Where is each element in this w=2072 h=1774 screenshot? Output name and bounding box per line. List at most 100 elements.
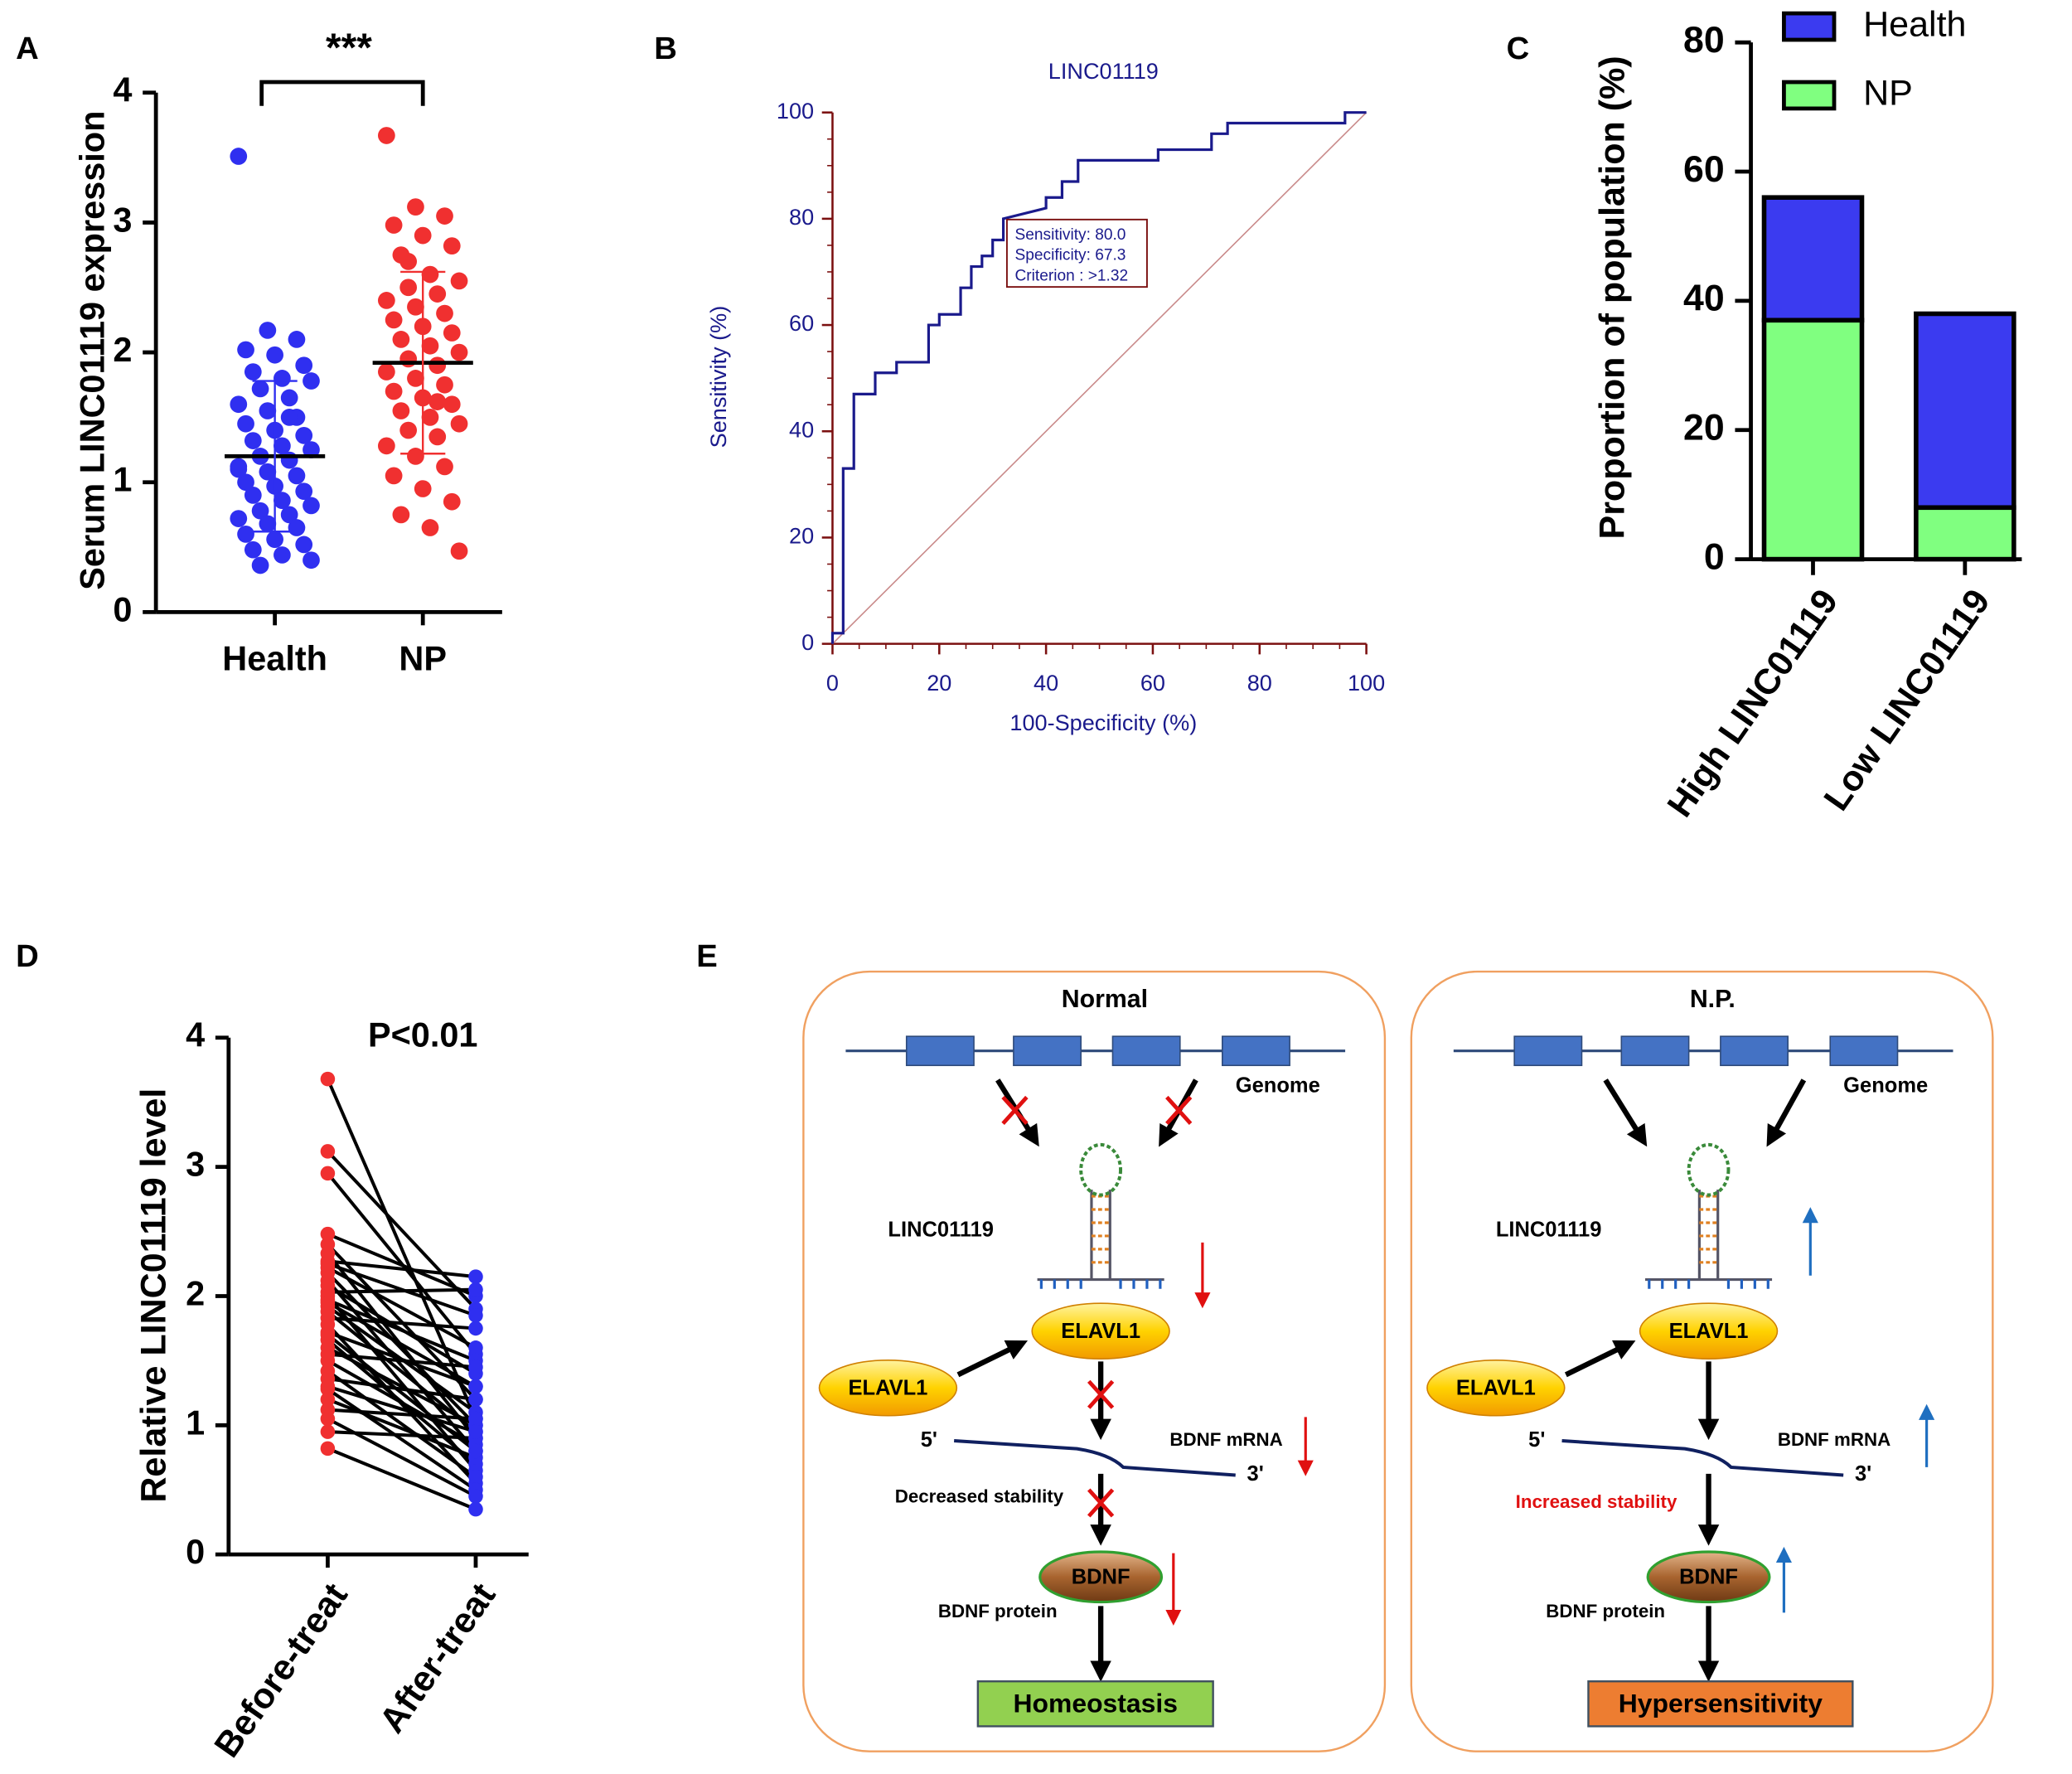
- x-tick-label: 60: [1140, 670, 1165, 696]
- pair-line: [327, 1346, 477, 1427]
- point: [303, 497, 320, 515]
- block-mark: [1087, 1488, 1115, 1518]
- point: [468, 1443, 483, 1459]
- point: [468, 1392, 483, 1407]
- point: [468, 1321, 483, 1336]
- y-tick-label: 80: [789, 204, 814, 230]
- pair-line: [327, 1333, 477, 1453]
- y-tick-label: 20: [1683, 408, 1725, 448]
- point: [288, 519, 306, 536]
- panel-label: E: [696, 938, 718, 974]
- pair-line: [327, 1301, 477, 1389]
- y-tick-label: 100: [777, 98, 814, 124]
- point: [274, 546, 291, 564]
- point: [468, 1282, 483, 1297]
- point: [450, 343, 468, 361]
- protein: [1426, 1359, 1566, 1417]
- legend-label: NP: [1863, 73, 1913, 113]
- protein-label: ELAVL1: [848, 1377, 927, 1400]
- point: [259, 515, 277, 533]
- point: [320, 1071, 336, 1087]
- point: [230, 460, 248, 478]
- y-tick-label: 0: [801, 629, 814, 655]
- pair-line: [326, 1150, 477, 1311]
- exon: [1829, 1035, 1899, 1067]
- lnc-label: LINC01119: [1496, 1218, 1602, 1241]
- exon: [1620, 1035, 1690, 1067]
- sd-bar: [400, 270, 446, 455]
- point: [266, 531, 283, 549]
- point: [399, 279, 418, 297]
- genome-label: Genome: [1843, 1074, 1928, 1097]
- y-tick-label: 0: [113, 589, 132, 628]
- sd-bar: [252, 380, 298, 533]
- point: [443, 492, 461, 511]
- point: [421, 337, 439, 355]
- point: [468, 1489, 483, 1504]
- y-axis-label: Proportion of population (%): [1593, 56, 1633, 539]
- point: [280, 389, 298, 407]
- lnc-label: LINC01119: [888, 1218, 994, 1241]
- point: [320, 1353, 336, 1369]
- panel-label: D: [16, 938, 39, 974]
- y-axis-label: Sensitivity (%): [705, 306, 731, 448]
- point: [385, 467, 403, 485]
- pair-line: [327, 1266, 477, 1350]
- pair-line: [327, 1447, 477, 1511]
- point: [428, 356, 447, 375]
- protein: [1031, 1302, 1170, 1360]
- rna-loop: [1079, 1142, 1123, 1197]
- mrna-end: 5': [921, 1428, 937, 1452]
- annotation: P<0.01: [368, 1015, 478, 1054]
- point: [377, 437, 395, 455]
- point: [450, 542, 468, 560]
- y-tick-label: 40: [1683, 279, 1725, 319]
- protein-label: ELAVL1: [1061, 1320, 1140, 1343]
- exon: [1720, 1035, 1789, 1067]
- point: [251, 556, 269, 574]
- x-tick-label: 80: [1247, 670, 1272, 696]
- point: [392, 506, 410, 524]
- point: [436, 458, 453, 476]
- exon: [1013, 1035, 1082, 1067]
- panel-label: C: [1507, 31, 1530, 66]
- point: [251, 380, 269, 398]
- pair-line: [326, 1078, 477, 1420]
- x-tick-label: 40: [1034, 670, 1058, 696]
- pair-line: [327, 1430, 477, 1440]
- point: [303, 372, 320, 390]
- point: [230, 395, 248, 414]
- y-tick-label: 0: [1704, 536, 1725, 577]
- point: [303, 551, 320, 570]
- significance-label: ***: [326, 26, 372, 70]
- point: [320, 1295, 336, 1311]
- x-tick-label: 0: [826, 670, 839, 696]
- y-tick-label: 60: [789, 310, 814, 336]
- outcome-box: [976, 1680, 1214, 1728]
- point: [468, 1360, 483, 1374]
- bar-segment: [1761, 317, 1865, 562]
- annotation-text: Specificity: 67.3: [1014, 247, 1126, 264]
- x-axis-label: 100-Specificity (%): [1009, 710, 1197, 735]
- point: [392, 402, 410, 419]
- point: [274, 370, 291, 387]
- x-tick-label: Health: [222, 638, 327, 677]
- legend-swatch: [1782, 80, 1837, 111]
- arrow: [1603, 1078, 1648, 1147]
- point: [407, 298, 424, 316]
- x-tick-label: NP: [399, 638, 447, 677]
- panel-label: B: [654, 31, 677, 66]
- outcome-label: Homeostasis: [1014, 1688, 1178, 1718]
- point: [392, 331, 410, 348]
- point: [295, 482, 313, 501]
- block-mark: [1165, 1095, 1193, 1125]
- point: [468, 1340, 483, 1355]
- point: [468, 1411, 483, 1427]
- point: [377, 292, 395, 309]
- point: [450, 272, 468, 290]
- point: [244, 363, 262, 380]
- block-mark: [1001, 1095, 1029, 1125]
- point: [320, 1327, 336, 1342]
- annotation-box: [1005, 218, 1148, 288]
- point: [237, 341, 254, 359]
